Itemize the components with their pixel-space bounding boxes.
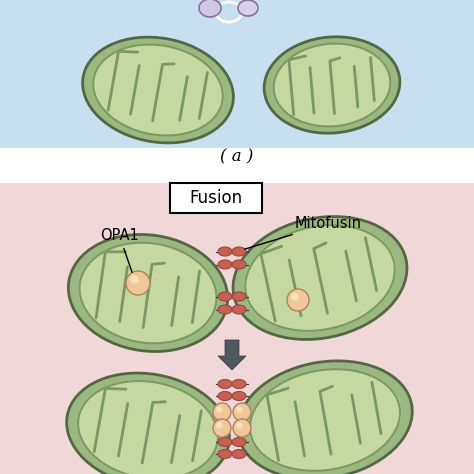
FancyBboxPatch shape xyxy=(0,183,474,474)
Ellipse shape xyxy=(264,37,400,133)
Ellipse shape xyxy=(130,275,138,283)
Ellipse shape xyxy=(213,419,231,437)
Ellipse shape xyxy=(233,419,251,437)
Ellipse shape xyxy=(218,438,232,447)
FancyArrow shape xyxy=(218,340,246,370)
Ellipse shape xyxy=(92,44,224,136)
Ellipse shape xyxy=(213,403,231,421)
Ellipse shape xyxy=(244,224,396,332)
Ellipse shape xyxy=(77,380,219,474)
Ellipse shape xyxy=(199,0,221,17)
Ellipse shape xyxy=(82,37,233,143)
Ellipse shape xyxy=(249,368,401,472)
Ellipse shape xyxy=(67,373,229,474)
Ellipse shape xyxy=(218,292,232,301)
FancyBboxPatch shape xyxy=(0,0,474,148)
Ellipse shape xyxy=(236,422,242,428)
Ellipse shape xyxy=(233,403,251,421)
Ellipse shape xyxy=(78,242,218,344)
Ellipse shape xyxy=(218,449,232,458)
Ellipse shape xyxy=(218,380,232,389)
Ellipse shape xyxy=(238,0,258,16)
Ellipse shape xyxy=(287,289,309,311)
Ellipse shape xyxy=(232,292,246,301)
Ellipse shape xyxy=(273,43,392,127)
Ellipse shape xyxy=(232,438,246,447)
Ellipse shape xyxy=(232,305,246,314)
Ellipse shape xyxy=(291,293,299,301)
Ellipse shape xyxy=(236,406,242,412)
Ellipse shape xyxy=(232,392,246,401)
FancyBboxPatch shape xyxy=(0,148,474,186)
Ellipse shape xyxy=(238,361,412,474)
FancyBboxPatch shape xyxy=(170,183,262,213)
Ellipse shape xyxy=(216,422,222,428)
Ellipse shape xyxy=(218,247,232,256)
Ellipse shape xyxy=(232,449,246,458)
Ellipse shape xyxy=(216,406,222,412)
Ellipse shape xyxy=(232,380,246,389)
Text: OPA1: OPA1 xyxy=(100,228,139,273)
Text: Fusion: Fusion xyxy=(190,189,243,207)
Ellipse shape xyxy=(232,247,246,256)
Text: Mitofusin: Mitofusin xyxy=(245,216,362,249)
Ellipse shape xyxy=(218,392,232,401)
Ellipse shape xyxy=(218,260,232,269)
Ellipse shape xyxy=(218,305,232,314)
Text: ( a ): ( a ) xyxy=(220,148,254,165)
Ellipse shape xyxy=(233,217,407,339)
Ellipse shape xyxy=(126,271,150,295)
Ellipse shape xyxy=(68,235,228,352)
Ellipse shape xyxy=(232,260,246,269)
